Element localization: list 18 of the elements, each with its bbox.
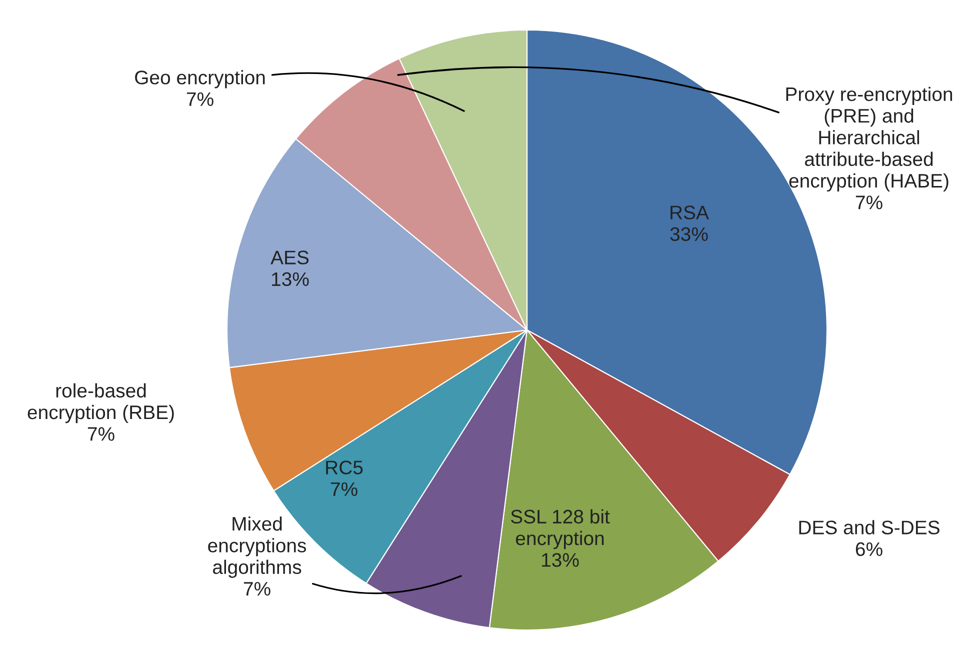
- data-label: 7%: [856, 196, 882, 210]
- slice-label: RC5: [326, 460, 363, 474]
- slice-label: RSA: [670, 206, 709, 220]
- data-label: 6%: [856, 542, 882, 556]
- slice-label: Geo encryption: [135, 70, 265, 88]
- slice-label: DES and S-DES: [799, 520, 940, 534]
- data-label: 13%: [542, 553, 579, 567]
- data-label: 13%: [272, 272, 309, 286]
- data-label: 33%: [670, 227, 708, 242]
- slice-label: role-based encryption (RBE): [28, 383, 174, 424]
- slice-label: AES: [270, 250, 309, 264]
- data-label: 7%: [330, 482, 358, 496]
- data-label: 7%: [88, 427, 114, 441]
- slice-label: Mixed encryptions algorithms: [208, 516, 306, 578]
- slice-label: SSL 128 bit encryption: [510, 509, 610, 550]
- slice-label: Proxy re-encryption (PRE) and Hierarchical attribute-based encryption (HABE): [786, 86, 952, 192]
- data-label: 7%: [244, 582, 270, 596]
- data-label: 7%: [186, 92, 214, 106]
